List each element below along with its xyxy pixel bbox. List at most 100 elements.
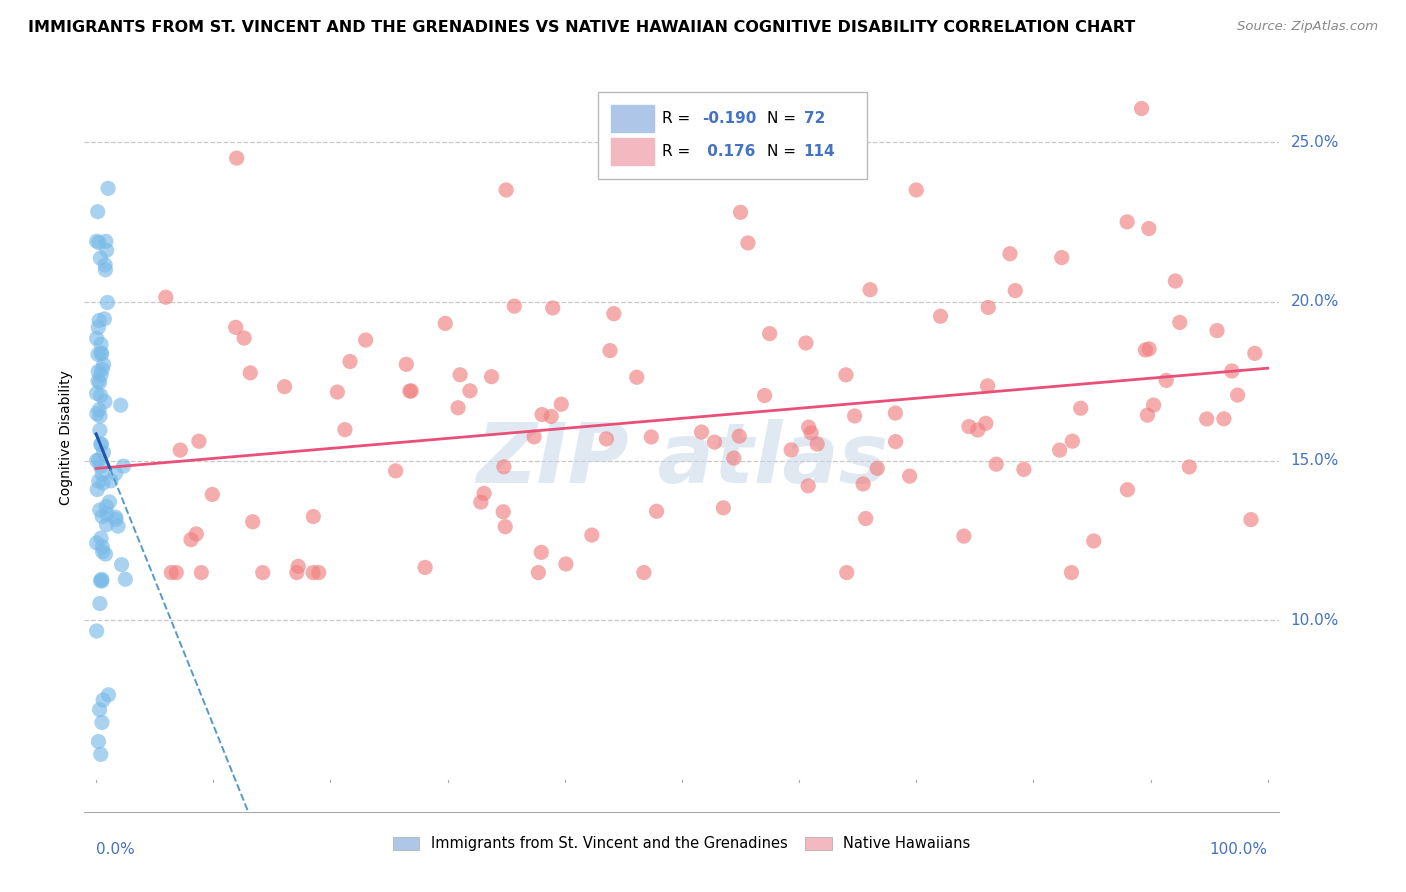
Point [91, 362, 114, 376]
Point [89, 409, 111, 423]
Point [110, 398, 132, 412]
Point [859, 283, 882, 297]
Point [1070, 401, 1092, 416]
Point [91, 509, 114, 524]
Point [905, 183, 928, 197]
Text: -0.190: -0.190 [702, 112, 756, 126]
Point [1049, 443, 1071, 458]
Point [540, 409, 562, 424]
Point [86, 235, 108, 249]
Point [966, 423, 988, 437]
Point [780, 442, 803, 457]
Point [86, 536, 108, 550]
Point [107, 519, 129, 533]
Point [723, 451, 745, 466]
Text: 0.0%: 0.0% [96, 842, 135, 857]
Point [844, 409, 866, 423]
Text: 25.0%: 25.0% [1291, 135, 1339, 150]
Point [1130, 102, 1153, 116]
Point [884, 434, 907, 449]
Point [447, 401, 470, 415]
Point [797, 420, 820, 434]
Point [333, 423, 356, 437]
Point [1164, 274, 1187, 288]
Point [603, 307, 626, 321]
Point [527, 566, 550, 580]
Text: 100.0%: 100.0% [1209, 842, 1268, 857]
Point [89, 597, 111, 611]
Point [89, 251, 111, 265]
Point [449, 368, 471, 382]
Point [93, 358, 115, 372]
Point [89, 376, 111, 390]
Text: ZIP atlas: ZIP atlas [475, 419, 889, 500]
Point [1240, 513, 1263, 527]
Point [90, 572, 112, 586]
Point [806, 437, 828, 451]
Point [384, 464, 406, 478]
Point [87, 347, 110, 361]
Point [225, 151, 247, 165]
Point [90, 574, 112, 588]
Point [96, 500, 118, 514]
Point [104, 467, 127, 481]
Point [633, 566, 655, 580]
Point [89, 313, 111, 327]
Point [273, 379, 295, 393]
Point [93, 312, 115, 326]
Point [1136, 408, 1159, 422]
Point [94, 547, 117, 561]
Text: 72: 72 [804, 112, 825, 126]
Point [110, 558, 132, 572]
Point [395, 357, 418, 371]
Point [703, 435, 725, 450]
Point [104, 510, 127, 524]
Point [711, 500, 734, 515]
Text: 0.176: 0.176 [702, 145, 755, 159]
Point [1137, 221, 1160, 235]
Point [94, 235, 117, 249]
Point [626, 370, 648, 384]
Point [1116, 215, 1139, 229]
Point [354, 333, 377, 347]
Point [87, 453, 110, 467]
FancyBboxPatch shape [612, 105, 654, 132]
Point [86, 624, 108, 638]
FancyBboxPatch shape [612, 138, 654, 165]
Point [87, 734, 110, 748]
Point [89, 423, 111, 437]
Point [494, 519, 516, 533]
Point [90, 388, 112, 402]
Point [165, 566, 187, 580]
Point [90, 337, 112, 351]
Point [495, 183, 517, 197]
Point [737, 235, 759, 250]
Point [550, 397, 572, 411]
Point [998, 246, 1021, 260]
Point [94, 394, 117, 409]
Point [1050, 251, 1073, 265]
Point [86, 386, 108, 401]
Point [503, 299, 526, 313]
Point [531, 408, 554, 422]
Point [595, 432, 617, 446]
Point [835, 566, 858, 580]
Point [180, 533, 202, 547]
Point [481, 369, 503, 384]
Point [1212, 411, 1234, 425]
Point [472, 486, 495, 500]
Point [242, 515, 264, 529]
Point [91, 467, 114, 482]
Point [302, 566, 325, 580]
Text: 10.0%: 10.0% [1291, 613, 1339, 628]
Point [86, 407, 108, 421]
Point [155, 290, 177, 304]
Point [976, 379, 998, 393]
Point [90, 346, 112, 360]
Point [233, 331, 256, 345]
Point [866, 461, 889, 475]
Point [1168, 315, 1191, 329]
Point [794, 336, 817, 351]
Point [187, 434, 209, 449]
Point [1178, 459, 1201, 474]
